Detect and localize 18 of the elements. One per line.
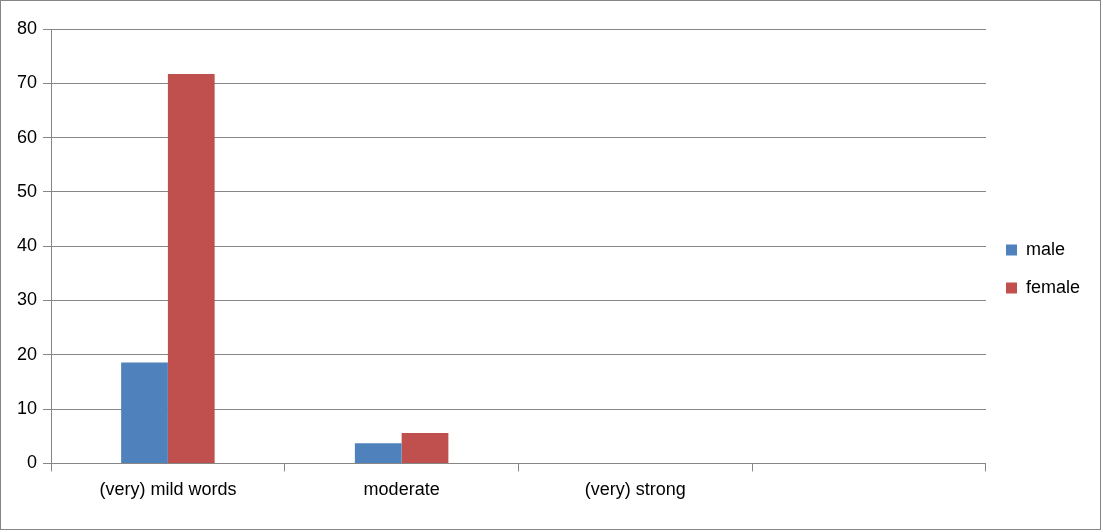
legend-label: male xyxy=(1025,238,1065,259)
y-tick-label: 50 xyxy=(16,180,38,201)
bar xyxy=(401,432,449,463)
bar xyxy=(121,362,168,463)
y-tick-label: 30 xyxy=(16,289,38,310)
y-tick-label: 80 xyxy=(16,17,38,38)
bar xyxy=(167,74,215,463)
legend-label: female xyxy=(1025,276,1080,297)
y-tick-label: 0 xyxy=(27,452,38,473)
y-tick-label: 60 xyxy=(16,126,38,147)
x-tick-label: moderate xyxy=(363,479,440,500)
bar xyxy=(354,443,402,463)
y-tick-label: 70 xyxy=(16,72,38,93)
y-tick-label: 40 xyxy=(16,235,38,256)
x-tick-label: (very) mild words xyxy=(99,479,237,500)
y-tick-label: 20 xyxy=(16,343,38,364)
y-tick-label: 10 xyxy=(16,398,38,419)
x-tick-label: (very) strong xyxy=(584,479,686,500)
